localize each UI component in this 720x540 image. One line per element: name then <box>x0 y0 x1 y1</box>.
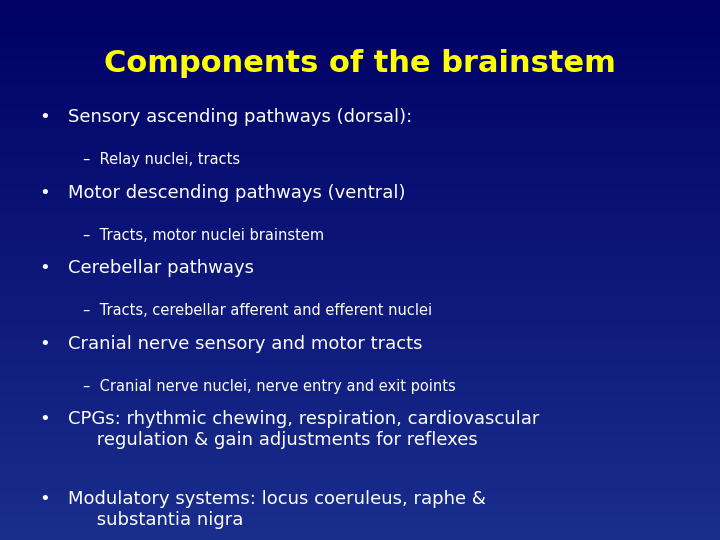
Text: Motor descending pathways (ventral): Motor descending pathways (ventral) <box>68 184 406 201</box>
Text: •: • <box>40 490 50 508</box>
Text: Components of the brainstem: Components of the brainstem <box>104 49 616 78</box>
Text: •: • <box>40 335 50 353</box>
Text: –  Tracts, cerebellar afferent and efferent nuclei: – Tracts, cerebellar afferent and effere… <box>83 303 432 319</box>
Text: Cerebellar pathways: Cerebellar pathways <box>68 259 254 277</box>
Text: •: • <box>40 108 50 126</box>
Text: Modulatory systems: locus coeruleus, raphe &
     substantia nigra: Modulatory systems: locus coeruleus, rap… <box>68 490 486 529</box>
Text: Sensory ascending pathways (dorsal):: Sensory ascending pathways (dorsal): <box>68 108 413 126</box>
Text: •: • <box>40 184 50 201</box>
Text: •: • <box>40 259 50 277</box>
Text: –  Relay nuclei, tracts: – Relay nuclei, tracts <box>83 152 240 167</box>
Text: CPGs: rhythmic chewing, respiration, cardiovascular
     regulation & gain adjus: CPGs: rhythmic chewing, respiration, car… <box>68 410 540 449</box>
Text: •: • <box>40 410 50 428</box>
Text: Cranial nerve sensory and motor tracts: Cranial nerve sensory and motor tracts <box>68 335 423 353</box>
Text: –  Tracts, motor nuclei brainstem: – Tracts, motor nuclei brainstem <box>83 228 324 243</box>
Text: –  Cranial nerve nuclei, nerve entry and exit points: – Cranial nerve nuclei, nerve entry and … <box>83 379 456 394</box>
